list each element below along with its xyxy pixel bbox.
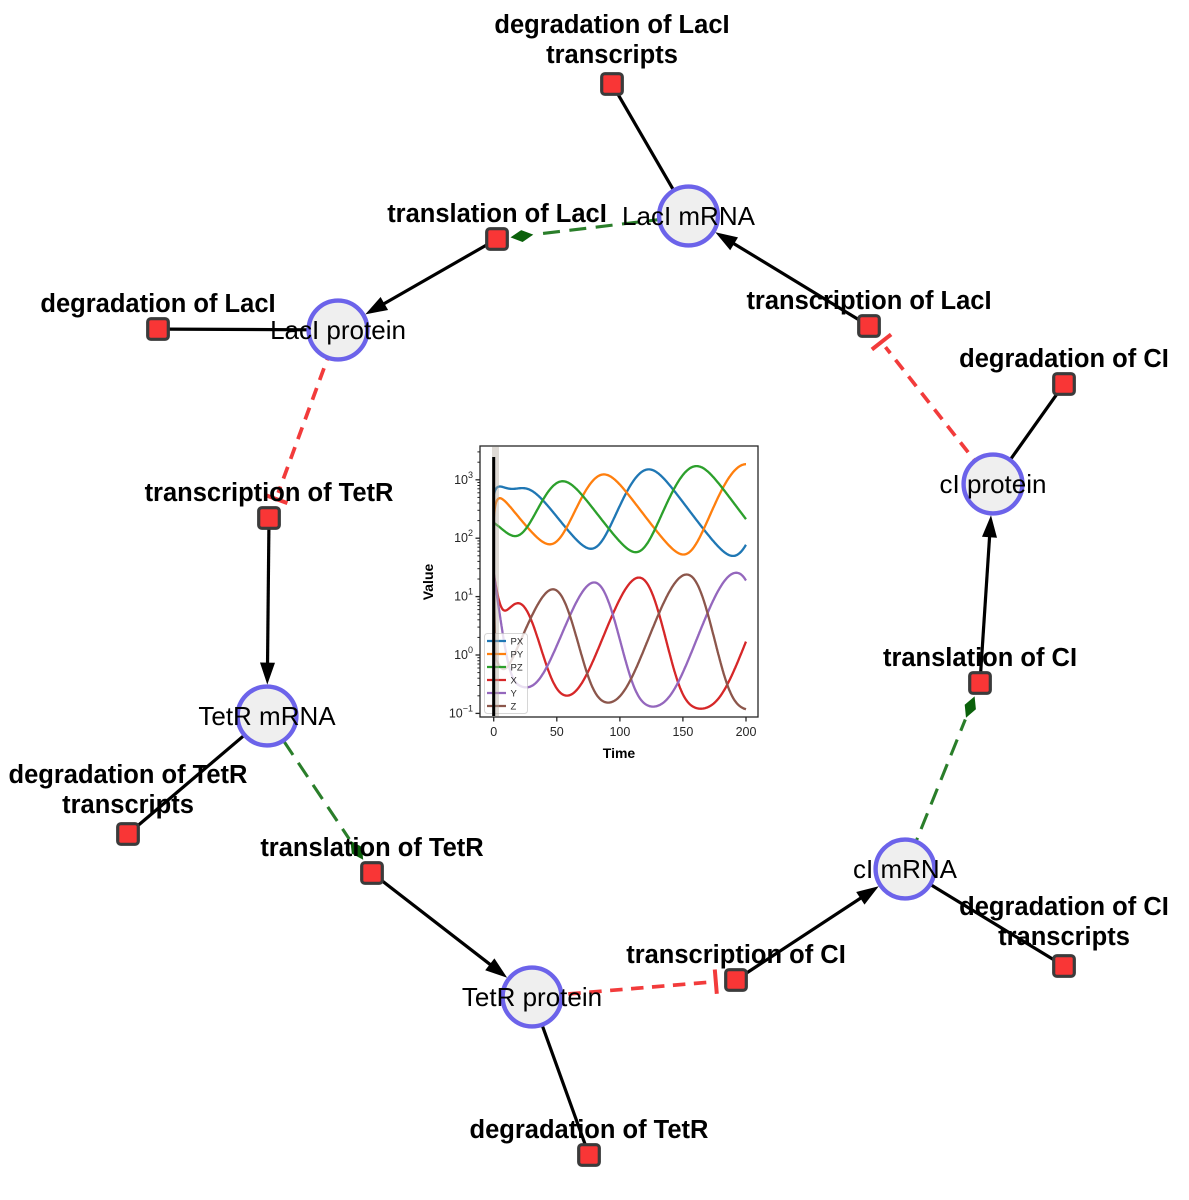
svg-text:200: 200 — [736, 725, 757, 739]
svg-text:101: 101 — [454, 587, 473, 604]
svg-text:degradation of LacI: degradation of LacI — [40, 290, 275, 318]
svg-text:Value: Value — [420, 564, 436, 601]
svg-text:103: 103 — [454, 470, 473, 487]
svg-text:transcripts: transcripts — [62, 791, 194, 819]
svg-text:100: 100 — [454, 645, 473, 662]
svg-text:Time: Time — [603, 745, 636, 761]
svg-text:transcripts: transcripts — [546, 41, 678, 69]
svg-text:PY: PY — [511, 650, 524, 661]
svg-text:50: 50 — [550, 725, 564, 739]
svg-text:degradation of TetR: degradation of TetR — [9, 761, 248, 789]
svg-text:150: 150 — [672, 725, 693, 739]
svg-text:transcription of CI: transcription of CI — [626, 941, 846, 969]
svg-text:degradation of TetR: degradation of TetR — [470, 1116, 709, 1144]
svg-text:degradation of CI: degradation of CI — [959, 893, 1169, 921]
svg-text:102: 102 — [454, 528, 473, 545]
svg-text:transcripts: transcripts — [998, 923, 1130, 951]
svg-text:X: X — [511, 676, 518, 687]
svg-text:transcription of TetR: transcription of TetR — [145, 479, 394, 507]
svg-text:PZ: PZ — [511, 663, 523, 674]
svg-text:translation of LacI: translation of LacI — [387, 200, 607, 228]
svg-text:0: 0 — [490, 725, 497, 739]
svg-text:cI protein: cI protein — [940, 469, 1047, 499]
svg-text:LacI protein: LacI protein — [270, 315, 406, 345]
svg-text:transcription of LacI: transcription of LacI — [746, 287, 991, 315]
svg-text:100: 100 — [609, 725, 630, 739]
svg-text:Z: Z — [511, 702, 517, 713]
svg-text:translation of TetR: translation of TetR — [260, 834, 483, 862]
svg-text:PX: PX — [511, 637, 524, 648]
svg-text:translation of CI: translation of CI — [883, 644, 1077, 672]
svg-text:Y: Y — [511, 689, 518, 700]
svg-text:TetR mRNA: TetR mRNA — [198, 701, 336, 731]
svg-text:LacI mRNA: LacI mRNA — [622, 201, 756, 231]
svg-text:degradation of CI: degradation of CI — [959, 345, 1169, 373]
svg-text:cI mRNA: cI mRNA — [853, 854, 958, 884]
svg-text:10−1: 10−1 — [449, 703, 473, 720]
svg-text:degradation of LacI: degradation of LacI — [494, 11, 729, 39]
svg-text:TetR protein: TetR protein — [462, 982, 602, 1012]
